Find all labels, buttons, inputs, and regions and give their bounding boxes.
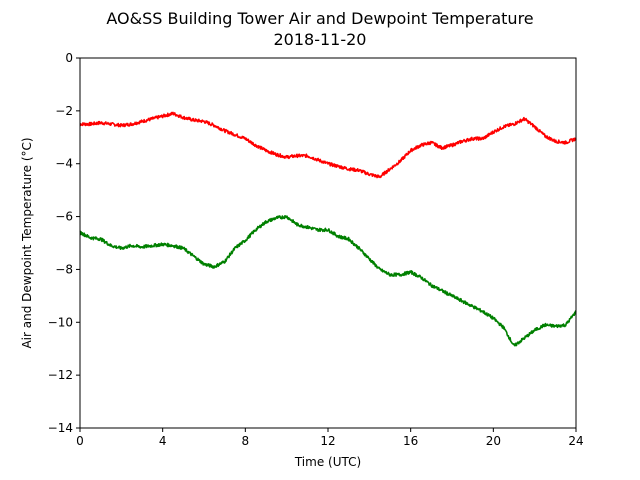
x-tick-label: 4 bbox=[159, 434, 167, 448]
chart-title: AO&SS Building Tower Air and Dewpoint Te… bbox=[106, 9, 533, 28]
y-tick-label: −14 bbox=[48, 421, 73, 435]
x-tick-label: 24 bbox=[568, 434, 583, 448]
series-line-1 bbox=[79, 215, 577, 347]
y-tick-label: 0 bbox=[65, 51, 73, 65]
x-axis: 0 4 8 12 16 20 24 bbox=[76, 428, 584, 448]
x-tick-label: 12 bbox=[320, 434, 335, 448]
y-tick-label: −2 bbox=[55, 104, 73, 118]
y-tick-label: −10 bbox=[48, 315, 73, 329]
y-tick-label: −8 bbox=[55, 262, 73, 276]
x-axis-label: Time (UTC) bbox=[294, 455, 361, 469]
y-tick-label: −4 bbox=[55, 157, 73, 171]
y-tick-label: −6 bbox=[55, 210, 73, 224]
x-tick-label: 16 bbox=[403, 434, 418, 448]
series-line-0 bbox=[79, 111, 577, 179]
y-axis-label: Air and Dewpoint Temperature (°C) bbox=[20, 137, 34, 348]
chart-subtitle: 2018-11-20 bbox=[274, 30, 367, 49]
x-tick-label: 8 bbox=[242, 434, 250, 448]
series-layer bbox=[79, 111, 577, 347]
y-tick-label: −12 bbox=[48, 368, 73, 382]
x-tick-label: 0 bbox=[76, 434, 84, 448]
y-axis: 0 −2 −4 −6 −8 −10 −12 −14 bbox=[48, 51, 80, 435]
x-tick-label: 20 bbox=[486, 434, 501, 448]
